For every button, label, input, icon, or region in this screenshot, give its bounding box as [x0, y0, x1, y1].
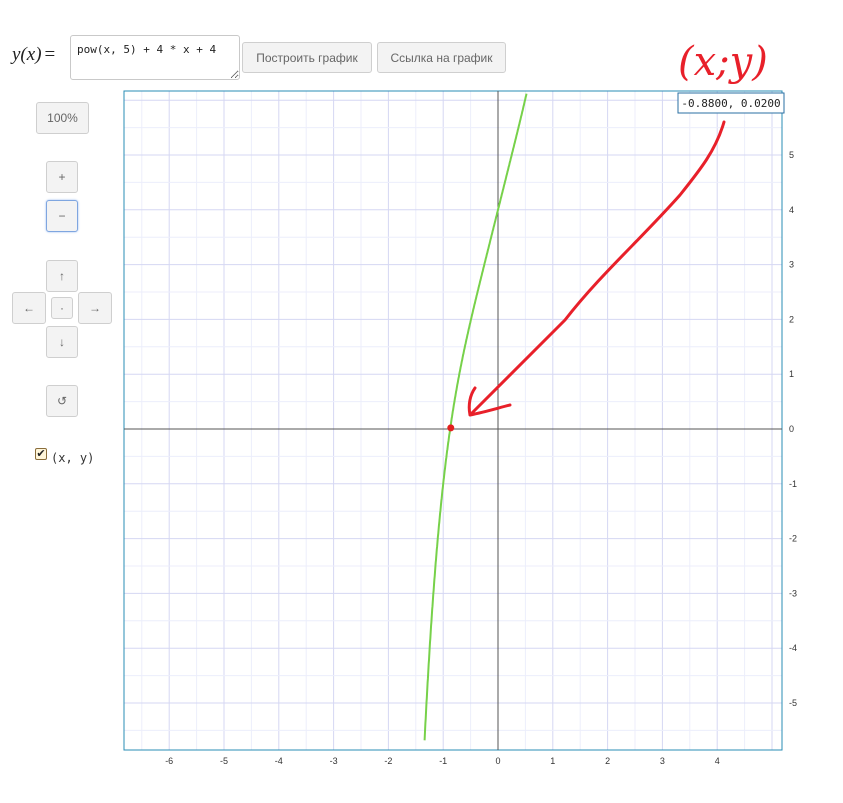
x-tick-label: 0: [495, 756, 500, 766]
annotation-arrow: [467, 120, 726, 417]
y-tick-label: 4: [789, 205, 794, 215]
zoom-out-button[interactable]: −: [46, 200, 78, 232]
x-tick-label: 1: [550, 756, 555, 766]
cursor-readout-text: -0.8800, 0.0200: [681, 97, 780, 110]
y-tick-label: 0: [789, 424, 794, 434]
function-curve: [423, 93, 528, 741]
x-tick-label: -4: [275, 756, 283, 766]
coords-checkbox-label: (x, y): [51, 451, 95, 465]
reset-view-button[interactable]: ↺: [46, 385, 78, 417]
formula-input[interactable]: pow(x, 5) + 4 * x + 4: [70, 35, 240, 80]
y-tick-label: -4: [789, 643, 797, 653]
graph-link-button[interactable]: Ссылка на график: [377, 42, 506, 73]
annotation-label: (x;y): [678, 39, 768, 85]
y-tick-label: -1: [789, 479, 797, 489]
pan-down-button[interactable]: ↓: [46, 326, 78, 358]
y-tick-label: -3: [789, 588, 797, 598]
plot-button[interactable]: Построить график: [242, 42, 372, 73]
pan-up-button[interactable]: ↑: [46, 260, 78, 292]
x-tick-label: -3: [330, 756, 338, 766]
y-tick-label: -2: [789, 534, 797, 544]
x-tick-label: 3: [660, 756, 665, 766]
y-tick-label: -5: [789, 698, 797, 708]
y-tick-label: 5: [789, 150, 794, 160]
y-tick-label: 1: [789, 369, 794, 379]
pan-right-button[interactable]: →: [78, 292, 112, 324]
cursor-readout: -0.8800, 0.0200: [677, 92, 785, 114]
x-tick-label: 4: [715, 756, 720, 766]
x-tick-label: -2: [384, 756, 392, 766]
x-tick-labels: -6 -5 -4 -3 -2 -1 0 1 2 3 4: [165, 756, 720, 766]
y-tick-labels: 5 4 3 2 1 0 -1 -2 -3 -4 -5: [789, 150, 797, 708]
handwritten-annotation: (x;y): [467, 39, 768, 417]
pan-center-button[interactable]: ·: [51, 297, 73, 319]
zoom-reset-button[interactable]: 100%: [36, 102, 89, 134]
x-tick-label: 2: [605, 756, 610, 766]
zoom-in-button[interactable]: +: [46, 161, 78, 193]
x-tick-label: -6: [165, 756, 173, 766]
y-tick-label: 3: [789, 260, 794, 270]
function-label: y(x) =: [12, 44, 56, 65]
plot-frame: [123, 90, 783, 751]
coords-checkbox[interactable]: ✔: [35, 448, 47, 460]
y-tick-label: 2: [789, 314, 794, 324]
pan-left-button[interactable]: ←: [12, 292, 46, 324]
x-tick-label: -1: [439, 756, 447, 766]
cursor-point-marker: [447, 424, 455, 432]
x-tick-label: -5: [220, 756, 228, 766]
